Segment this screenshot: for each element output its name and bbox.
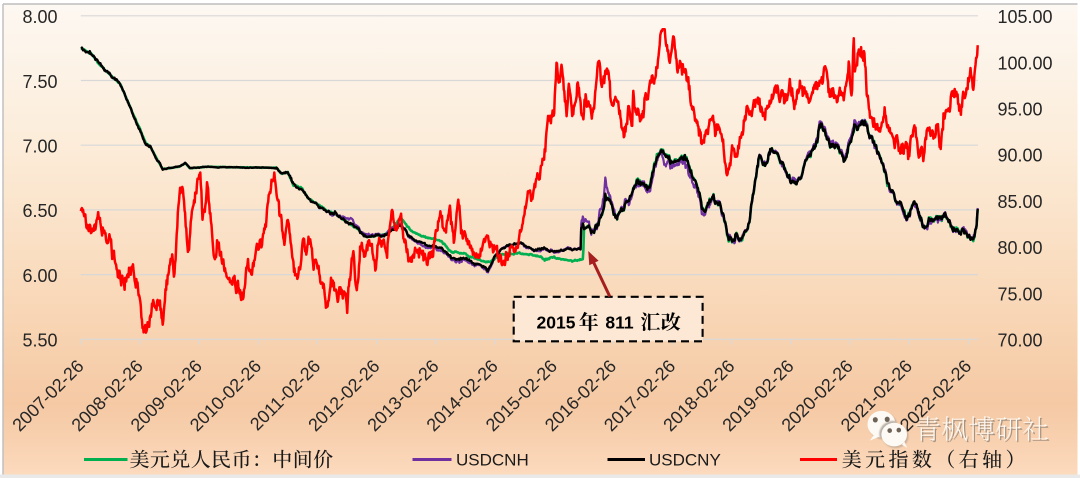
svg-text:80.00: 80.00	[998, 238, 1043, 258]
svg-text:100.00: 100.00	[998, 53, 1053, 73]
svg-text:USDCNH: USDCNH	[456, 451, 529, 470]
svg-text:75.00: 75.00	[998, 284, 1043, 304]
svg-text:95.00: 95.00	[998, 100, 1043, 120]
svg-text:7.00: 7.00	[22, 137, 57, 157]
svg-text:6.50: 6.50	[22, 201, 57, 221]
svg-text:85.00: 85.00	[998, 192, 1043, 212]
svg-text:6.00: 6.00	[22, 266, 57, 286]
svg-text:USDCNY: USDCNY	[649, 451, 721, 470]
svg-text:90.00: 90.00	[998, 146, 1043, 166]
svg-text:70.00: 70.00	[998, 331, 1043, 351]
svg-text:811: 811	[605, 313, 633, 333]
svg-text:7.50: 7.50	[22, 72, 57, 92]
svg-text:5.50: 5.50	[22, 331, 57, 351]
svg-text:105.00: 105.00	[998, 7, 1053, 27]
svg-text:8.00: 8.00	[22, 7, 57, 27]
svg-text:2015: 2015	[537, 313, 576, 333]
